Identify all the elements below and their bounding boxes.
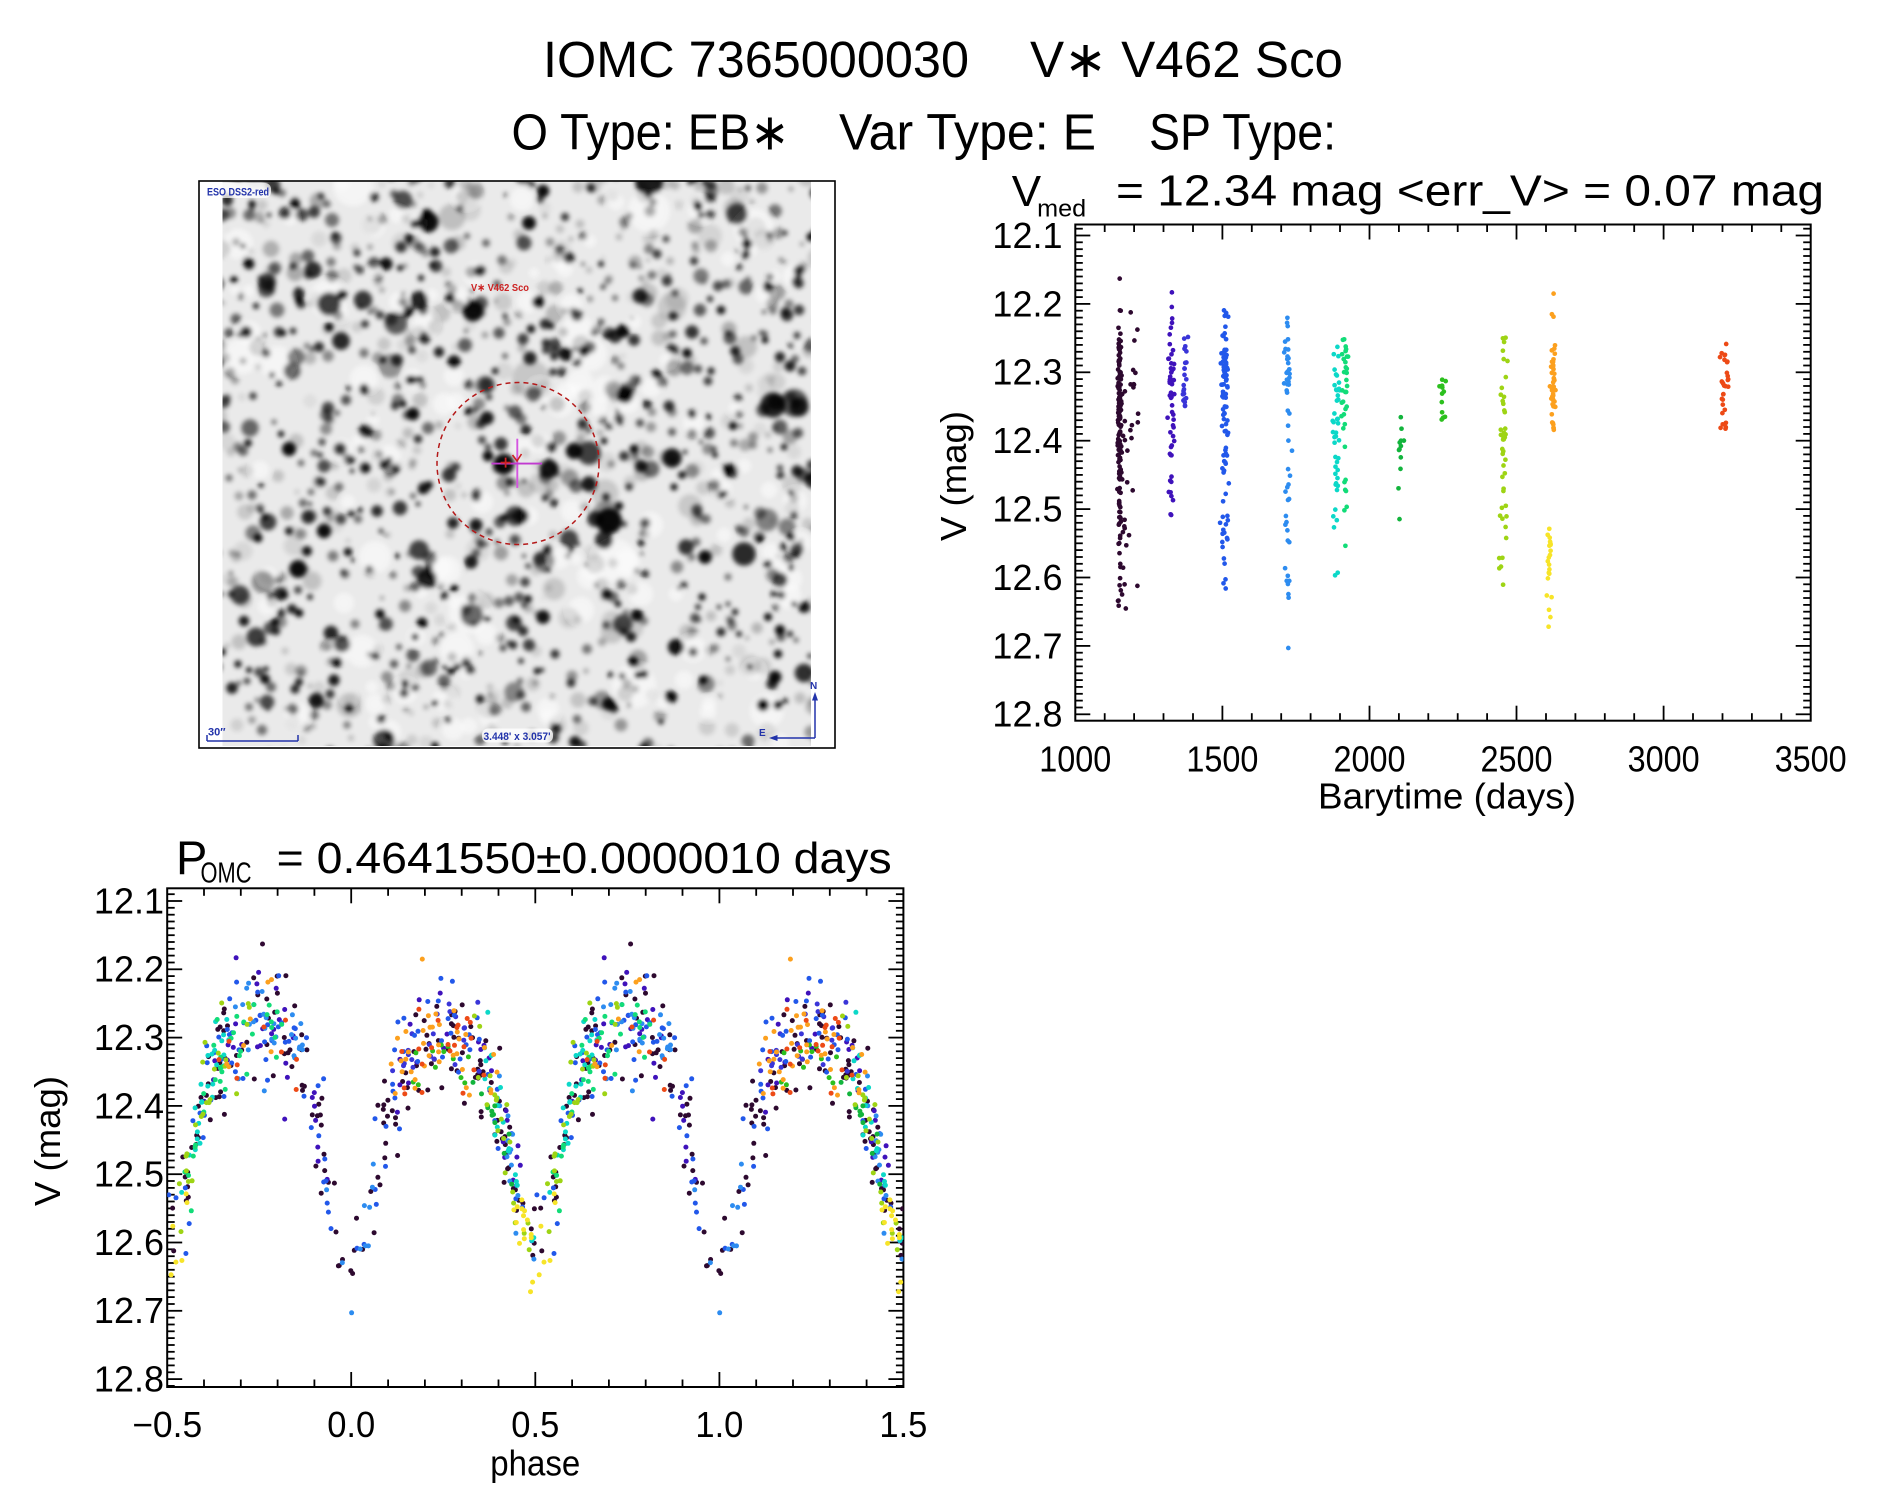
- svg-text:SP Type:: SP Type:: [1149, 104, 1336, 161]
- svg-text:12.6: 12.6: [94, 1222, 164, 1263]
- svg-text:V∗ V462 Sco: V∗ V462 Sco: [1030, 31, 1343, 88]
- svg-text:V (mag): V (mag): [933, 411, 974, 541]
- svg-text:12.6: 12.6: [992, 557, 1062, 598]
- svg-text:12.4: 12.4: [992, 420, 1062, 461]
- svg-text:3.448' x 3.057': 3.448' x 3.057': [484, 731, 551, 743]
- svg-text:0.0: 0.0: [327, 1404, 375, 1445]
- svg-text:V: V: [1012, 167, 1042, 216]
- svg-text:V∗ V462 Sco: V∗ V462 Sco: [471, 282, 529, 294]
- svg-text:12.7: 12.7: [94, 1290, 164, 1331]
- svg-text:12.3: 12.3: [992, 352, 1062, 393]
- svg-text:12.5: 12.5: [992, 489, 1062, 530]
- svg-text:0.5: 0.5: [511, 1404, 559, 1445]
- svg-text:IOMC 7365000030: IOMC 7365000030: [543, 31, 969, 88]
- svg-text:med: med: [1037, 196, 1086, 223]
- svg-text:E: E: [759, 728, 766, 739]
- svg-text:1000: 1000: [1039, 739, 1111, 780]
- svg-text:12.4: 12.4: [94, 1085, 164, 1126]
- svg-text:12.8: 12.8: [94, 1359, 164, 1400]
- svg-text:3000: 3000: [1628, 739, 1700, 780]
- svg-text:−0.5: −0.5: [132, 1404, 202, 1445]
- svg-text:Var Type: E: Var Type: E: [839, 104, 1096, 161]
- svg-text:12.5: 12.5: [94, 1154, 164, 1195]
- svg-text:OMC: OMC: [201, 857, 252, 889]
- svg-text:Barytime (days): Barytime (days): [1318, 776, 1576, 817]
- svg-text:12.3: 12.3: [94, 1017, 164, 1058]
- svg-text:1.0: 1.0: [695, 1404, 743, 1445]
- svg-text:N: N: [810, 681, 817, 692]
- svg-text:P: P: [176, 831, 207, 884]
- svg-text:ESO DSS2-red: ESO DSS2-red: [207, 187, 269, 199]
- svg-text:O Type: EB∗: O Type: EB∗: [512, 104, 790, 161]
- svg-text:12.8: 12.8: [992, 694, 1062, 735]
- svg-text:2000: 2000: [1334, 739, 1406, 780]
- svg-text:phase: phase: [490, 1443, 580, 1484]
- svg-text:12.7: 12.7: [992, 625, 1062, 666]
- svg-text:2500: 2500: [1481, 739, 1553, 780]
- svg-text:= 12.34 mag <err_V> = 0.07 m: = 12.34 mag <err_V> = 0.07 mag: [1116, 167, 1824, 216]
- svg-text:12.2: 12.2: [992, 283, 1062, 324]
- svg-text:V (mag): V (mag): [27, 1076, 68, 1206]
- svg-text:1500: 1500: [1186, 739, 1258, 780]
- svg-text:12.1: 12.1: [94, 880, 164, 921]
- svg-text:= 0.4641550±0.0000010 days: = 0.4641550±0.0000010 days: [277, 834, 892, 883]
- svg-text:30″: 30″: [208, 727, 226, 739]
- svg-text:3500: 3500: [1775, 739, 1847, 780]
- svg-text:12.1: 12.1: [992, 215, 1062, 256]
- svg-text:12.2: 12.2: [94, 949, 164, 990]
- svg-text:1.5: 1.5: [879, 1404, 927, 1445]
